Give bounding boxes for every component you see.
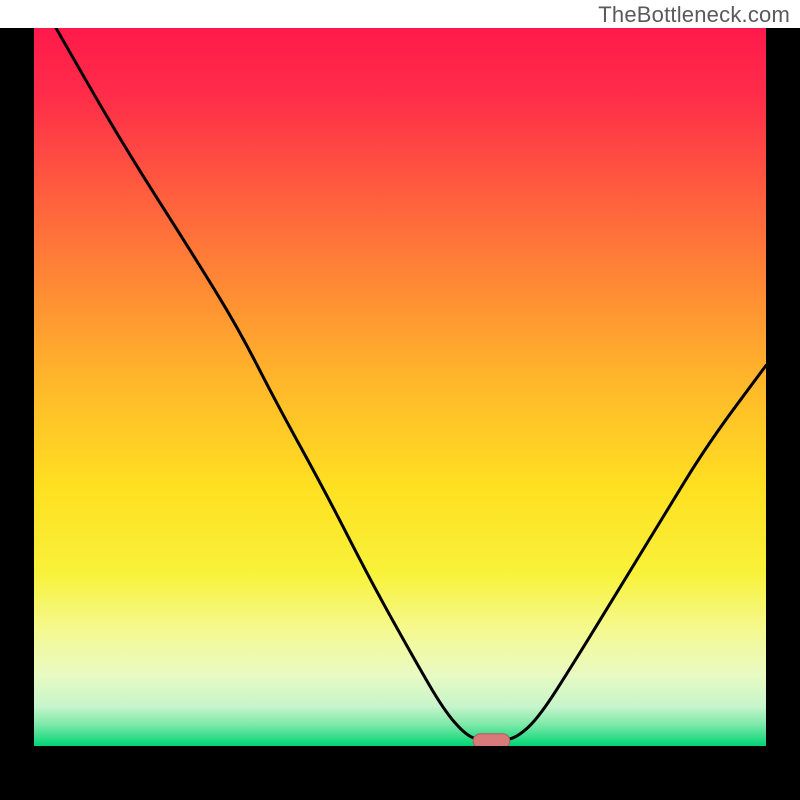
chart-line-layer [0, 28, 800, 784]
page-bottom-strip [0, 784, 800, 800]
chart-area [0, 28, 800, 784]
optimal-point-marker [473, 734, 510, 748]
bottleneck-curve [56, 28, 766, 740]
watermark-text: TheBottleneck.com [598, 2, 790, 28]
